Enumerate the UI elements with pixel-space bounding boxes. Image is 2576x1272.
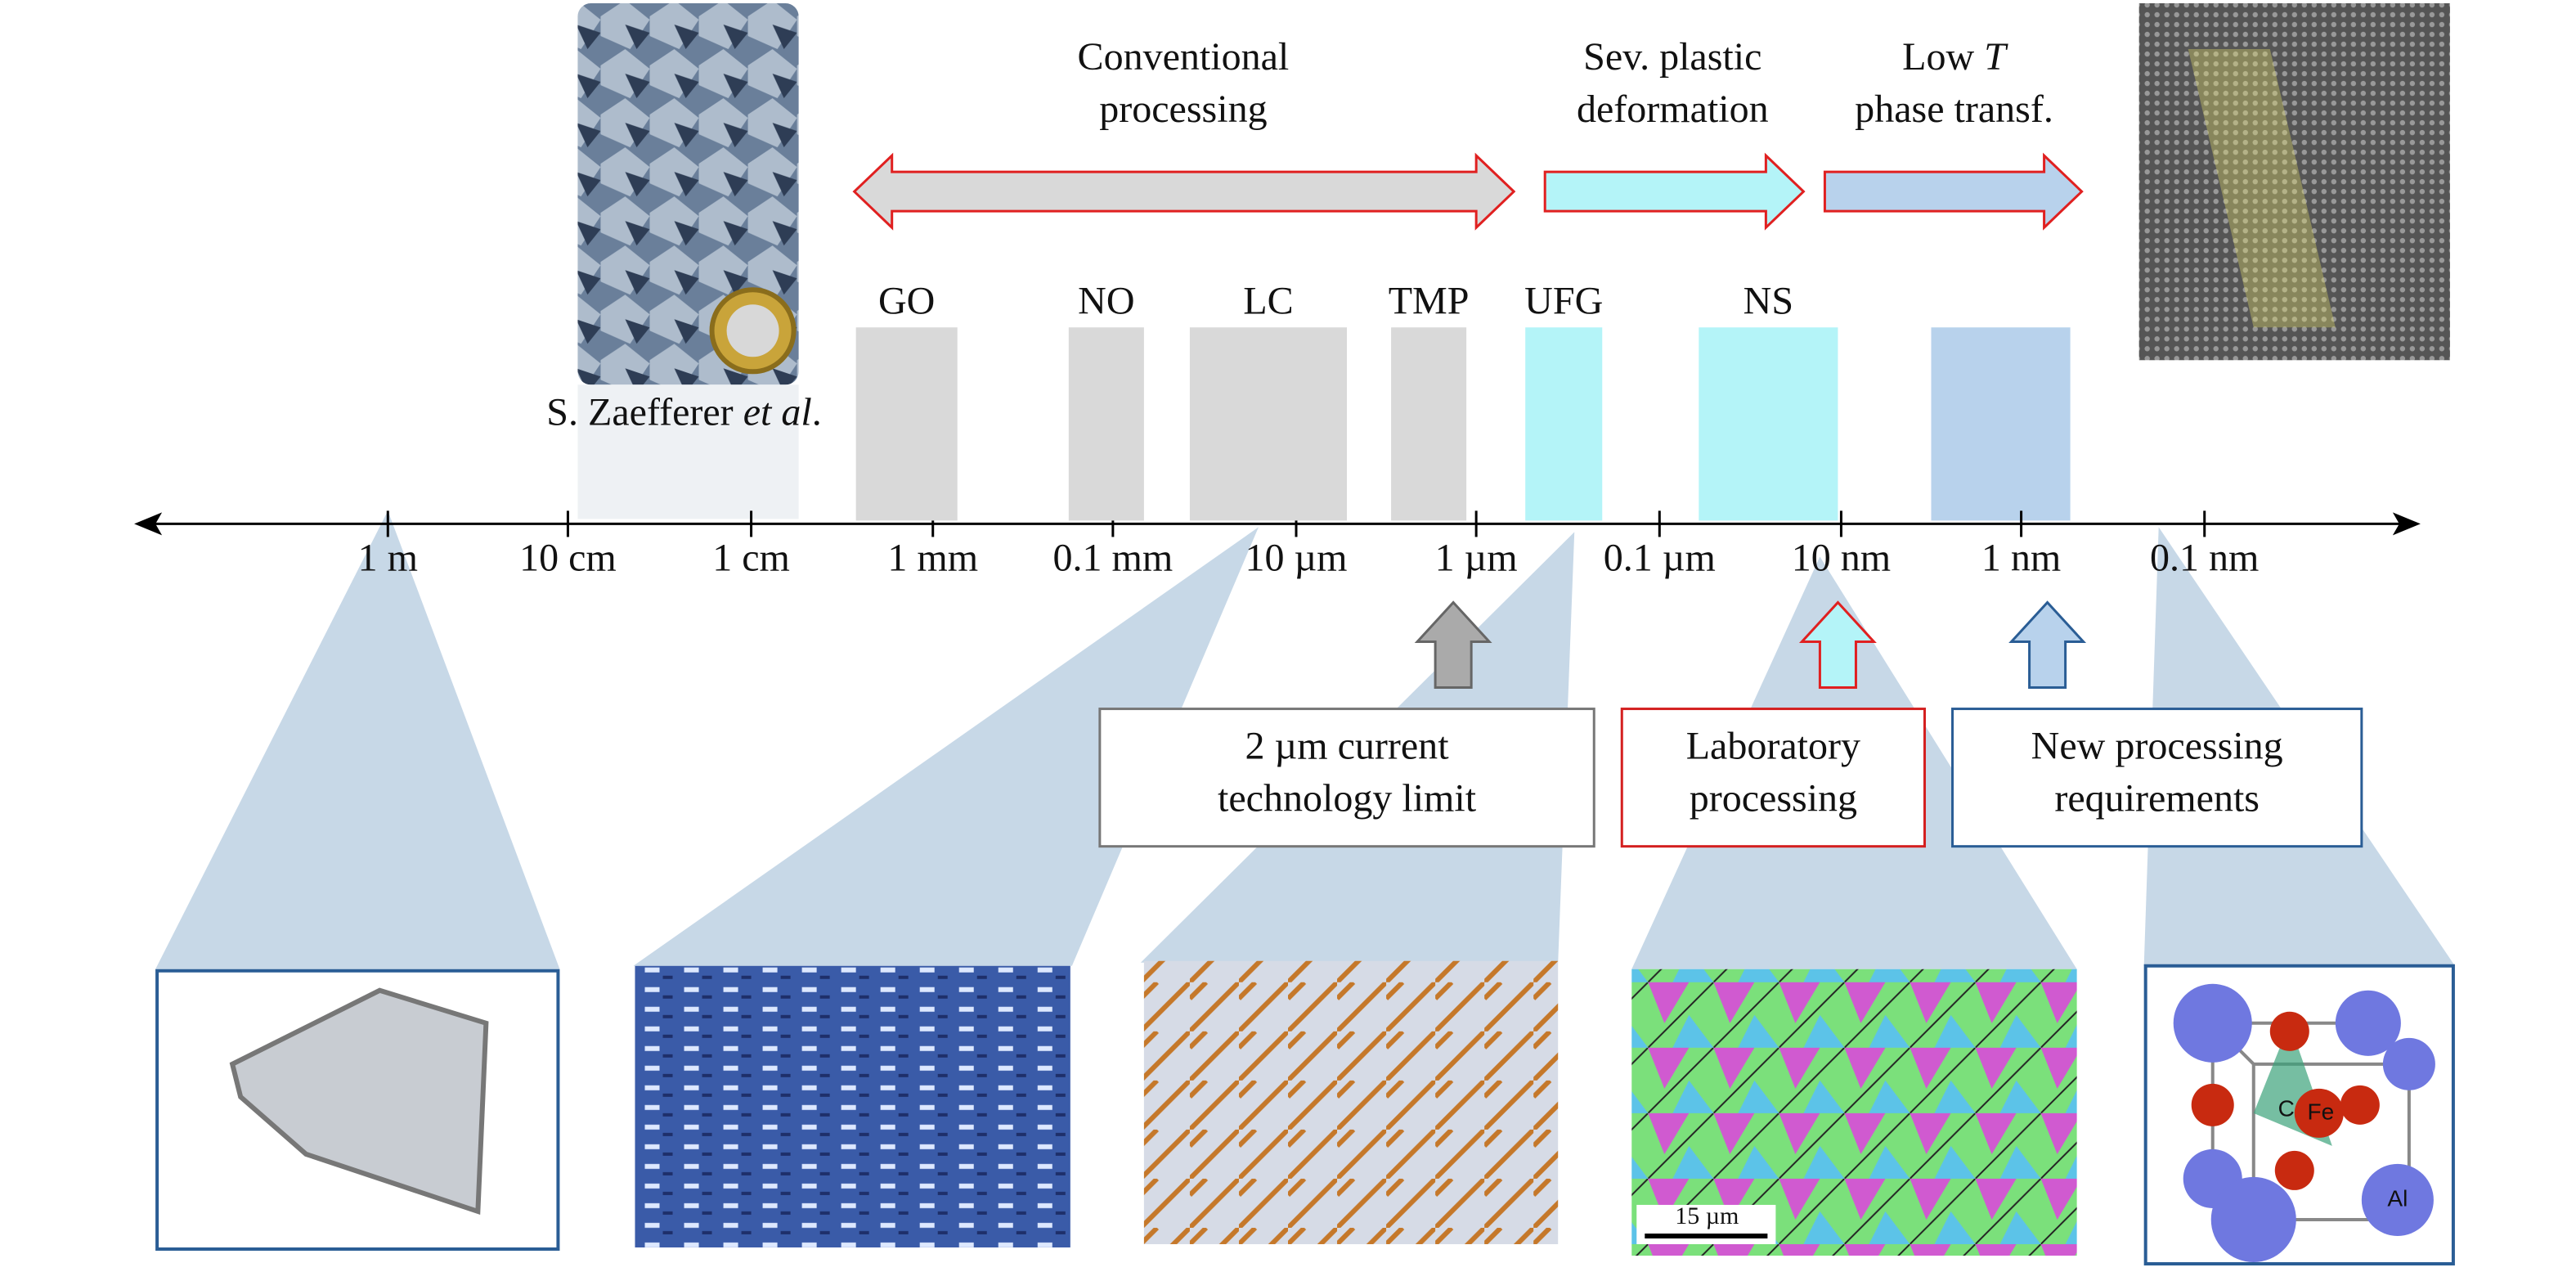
- low-t-arrow: [1823, 152, 2084, 231]
- callout-box: [1951, 708, 2363, 848]
- category-label: GO: [878, 279, 935, 322]
- callout-text: 2 µm current: [1245, 725, 1450, 768]
- process-label: Conventional: [1078, 35, 1290, 79]
- axis-tick-label: 10 µm: [1245, 536, 1347, 579]
- category-label: UFG: [1524, 279, 1603, 322]
- category-block: [1525, 327, 1603, 521]
- crystal-label: Fe: [2307, 1099, 2334, 1124]
- axis-tick-label: 1 nm: [1981, 536, 2061, 579]
- category-block: [1068, 327, 1144, 521]
- coin-center: [726, 304, 779, 357]
- callout-box: [1098, 708, 1595, 848]
- attribution-end: .: [812, 390, 822, 434]
- callout-text: technology limit: [1218, 777, 1477, 820]
- axis-tick-label: 10 nm: [1792, 536, 1891, 579]
- category-label: NO: [1078, 279, 1134, 322]
- attribution-name: S. Zaefferer: [546, 390, 733, 434]
- process-italic: T: [1984, 35, 2008, 79]
- axis-tick-label: 1 µm: [1435, 536, 1518, 579]
- hrtem-photo: [2138, 3, 2450, 361]
- conventional-arrow: [852, 152, 1516, 231]
- axis-tick-label: 1 mm: [887, 536, 978, 579]
- crystal-label: Al: [2387, 1185, 2408, 1211]
- category-block: [1391, 327, 1467, 521]
- process-label: processing: [1099, 88, 1267, 131]
- callout-box: [1620, 708, 1927, 848]
- callout-text: New processing: [2031, 725, 2283, 768]
- axis-tick-label: 1 m: [358, 536, 418, 579]
- category-block: [855, 327, 958, 521]
- hrtem-overlay: [2188, 49, 2336, 328]
- grain-photo-fade: [577, 384, 799, 519]
- process-word: Low: [1902, 35, 1974, 79]
- axis-tick-label: 10 cm: [519, 536, 617, 579]
- attribution-italic: et al: [743, 390, 812, 434]
- axis-tick-label: 0.1 µm: [1604, 536, 1716, 579]
- attribution: S. Zaefferer et al.: [546, 390, 821, 434]
- axis-tick-label: 0.1 nm: [2150, 536, 2259, 579]
- category-label: TMP: [1389, 279, 1470, 322]
- process-label: phase transf.: [1855, 88, 2053, 131]
- axis-tick-label: 1 cm: [712, 536, 790, 579]
- lab-arrow: [1798, 600, 1877, 690]
- process-label: deformation: [1577, 88, 1769, 131]
- callout-text: processing: [1690, 777, 1857, 820]
- category-block: [1931, 327, 2071, 521]
- dualphase-photo: [635, 965, 1070, 1247]
- trip-photo: [1143, 960, 1559, 1244]
- process-label: Low T: [1902, 35, 2008, 79]
- limit-arrow: [1414, 600, 1492, 690]
- axis-tick-label: 0.1 mm: [1052, 536, 1173, 579]
- severe-arrow: [1543, 152, 1806, 231]
- new-arrow: [2008, 600, 2087, 690]
- car-part: [229, 987, 489, 1216]
- callout-text: requirements: [2054, 777, 2260, 820]
- category-label: LC: [1243, 279, 1293, 322]
- crystal: [2173, 983, 2435, 1262]
- scale-bar-label: 15 µm: [1675, 1202, 1739, 1229]
- category-block: [1699, 327, 1838, 521]
- crystal-label: C: [2278, 1095, 2295, 1121]
- callout-text: Laboratory: [1686, 725, 1860, 768]
- process-label: Sev. plastic: [1583, 35, 1761, 79]
- category-label: NS: [1744, 279, 1793, 322]
- category-block: [1189, 327, 1348, 521]
